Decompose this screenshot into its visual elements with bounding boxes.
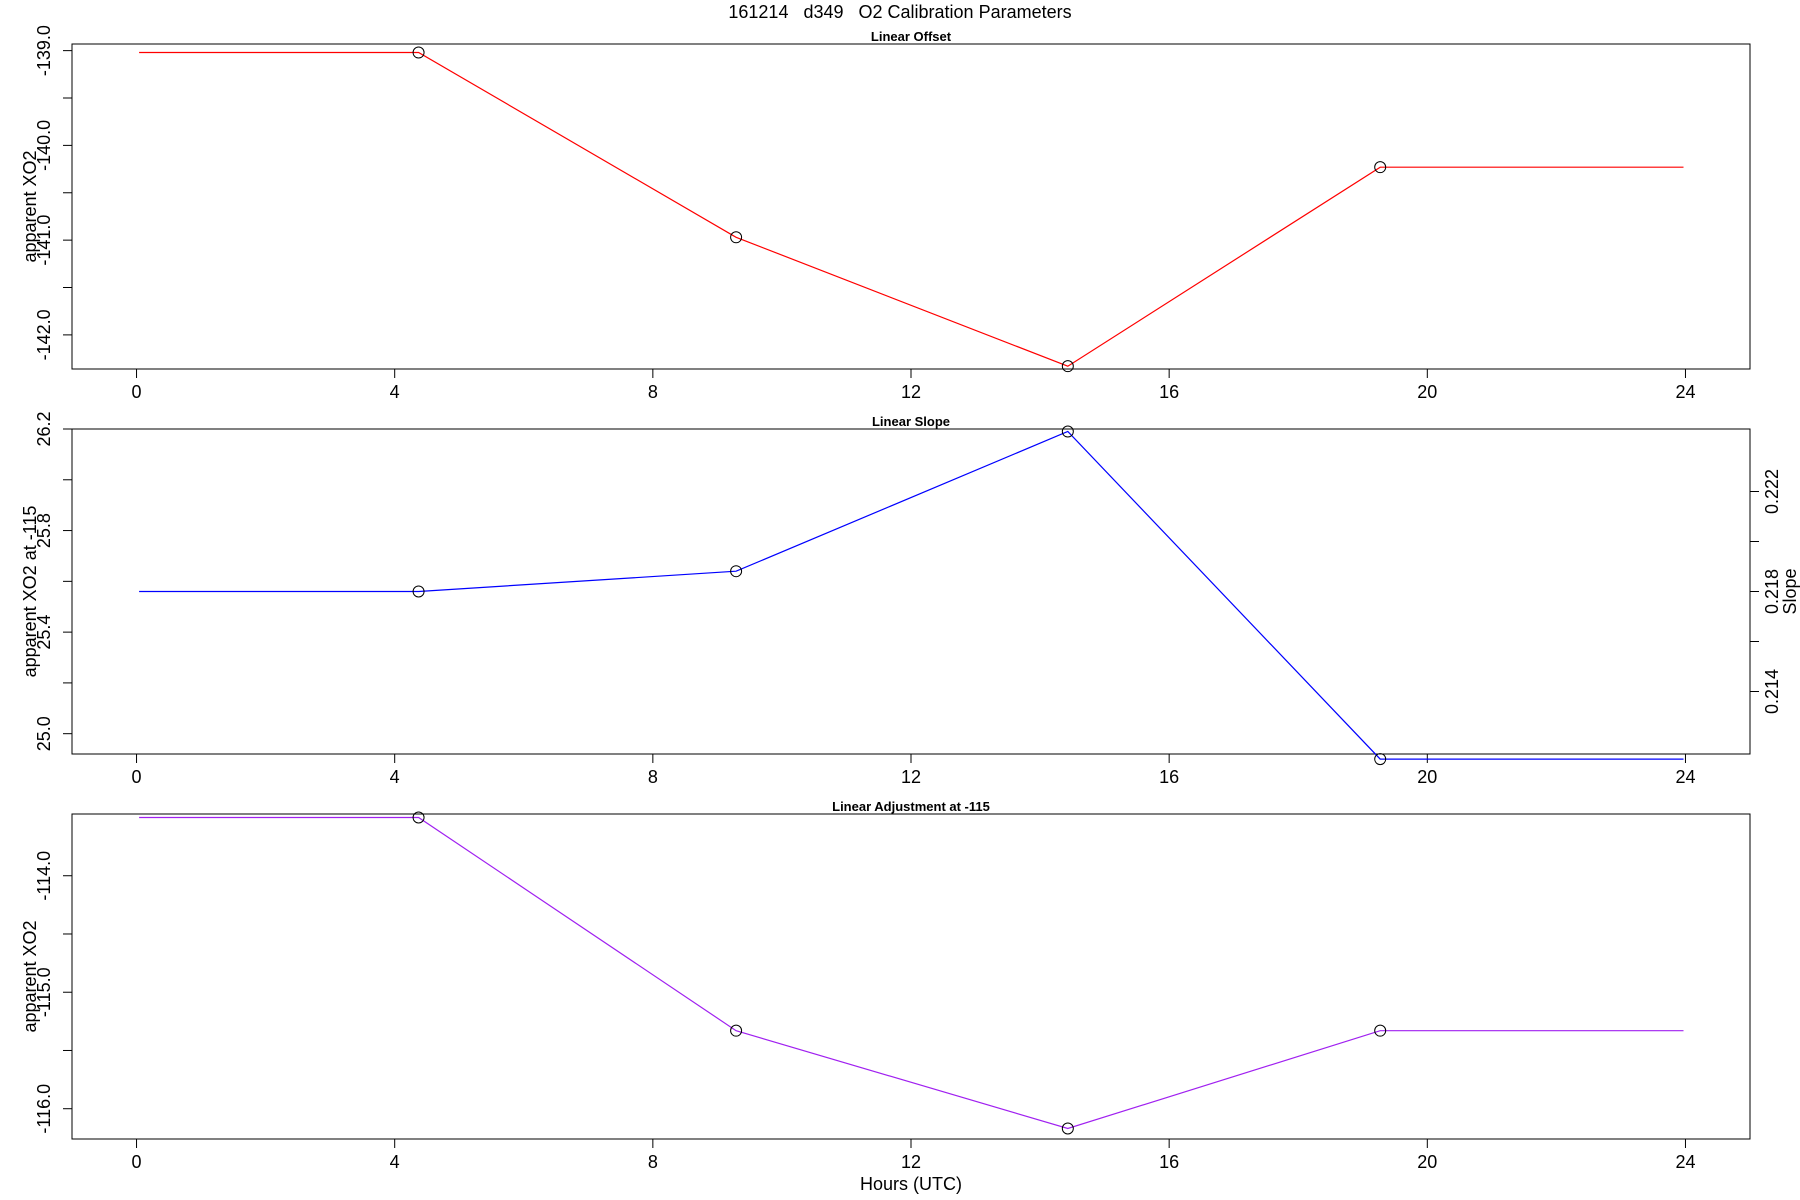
- x-tick-label: 0: [132, 382, 142, 402]
- y-tick-label: 25.8: [34, 513, 54, 548]
- panel-2: Linear Slope 0 4 8 12 16 20 24 25.0 25.4 25.8 26.2 a…: [20, 411, 1800, 787]
- data-point: [730, 231, 743, 244]
- x-tick-label: 8: [648, 1152, 658, 1172]
- x-tick-label: 0: [132, 767, 142, 787]
- y-tick-label: -141.0: [34, 215, 54, 266]
- y-axis-label: apparent XO2: [20, 150, 40, 262]
- plot-frame: [71, 813, 1751, 1140]
- x-tick-label: 4: [390, 382, 400, 402]
- y-tick-label: 25.4: [34, 615, 54, 650]
- x-tick-label: 12: [901, 767, 921, 787]
- data-point: [412, 585, 425, 598]
- data-point: [1374, 753, 1387, 766]
- data-point: [730, 565, 743, 578]
- y2-tick-label: 0.218: [1762, 569, 1782, 614]
- y2-axis-label: Slope: [1780, 568, 1800, 614]
- data-point: [1374, 1024, 1387, 1037]
- x-tick-label: 8: [648, 767, 658, 787]
- y2-tick-label: 0.214: [1762, 669, 1782, 714]
- series-line: [139, 430, 1684, 760]
- y2-tick-label: 0.222: [1762, 469, 1782, 514]
- y-axis-label: apparent XO2 at -115: [20, 506, 40, 678]
- y-tick-label: -142.0: [34, 309, 54, 360]
- x-tick-label: 24: [1675, 382, 1695, 402]
- data-point: [412, 46, 425, 59]
- plot-frame: [71, 43, 1751, 370]
- x-tick-label: 20: [1417, 767, 1437, 787]
- page-title: 161214 d349 O2 Calibration Parameters: [728, 2, 1072, 22]
- x-tick-label: 4: [390, 1152, 400, 1172]
- y-tick-label: -116.0: [34, 1084, 54, 1134]
- y-axis-label: apparent XO2: [20, 920, 40, 1032]
- x-tick-label: 20: [1417, 382, 1437, 402]
- data-point: [730, 1024, 743, 1037]
- y-tick-label: -115.0: [34, 967, 54, 1017]
- panel-title: Linear Slope: [872, 414, 950, 429]
- x-tick-label: 12: [901, 382, 921, 402]
- x-tick-label: 24: [1675, 1152, 1695, 1172]
- x-tick-label: 0: [132, 1152, 142, 1172]
- series-line: [139, 51, 1684, 367]
- x-tick-label: 12: [901, 1152, 921, 1172]
- data-point: [1374, 161, 1387, 174]
- panel-title: Linear Offset: [871, 29, 952, 44]
- data-point: [1061, 425, 1074, 438]
- x-tick-label: 20: [1417, 1152, 1437, 1172]
- data-point: [1061, 1122, 1074, 1135]
- x-tick-label: 16: [1159, 767, 1179, 787]
- x-axis-label: Hours (UTC): [860, 1174, 962, 1194]
- y-tick-label: 26.2: [34, 411, 54, 446]
- x-tick-label: 8: [648, 382, 658, 402]
- x-tick-label: 4: [390, 767, 400, 787]
- y-tick-label: -140.0: [34, 120, 54, 171]
- data-point: [412, 811, 425, 824]
- y-tick-label: -114.0: [34, 851, 54, 901]
- x-tick-label: 16: [1159, 1152, 1179, 1172]
- y-tick-label: -139.0: [34, 25, 54, 76]
- panel-1: Linear Offset 0 4 8 12 16 20 24 -139.0 -140.0 -141…: [20, 25, 1751, 402]
- data-point: [1061, 360, 1074, 373]
- x-tick-label: 24: [1675, 767, 1695, 787]
- series-line: [139, 816, 1684, 1130]
- y-tick-label: 25.0: [34, 716, 54, 751]
- panel-title: Linear Adjustment at -115: [832, 799, 990, 814]
- x-tick-label: 16: [1159, 382, 1179, 402]
- panel-3: Linear Adjustment at -115 0 4 8 12 16 20 24 -114…: [20, 799, 1751, 1194]
